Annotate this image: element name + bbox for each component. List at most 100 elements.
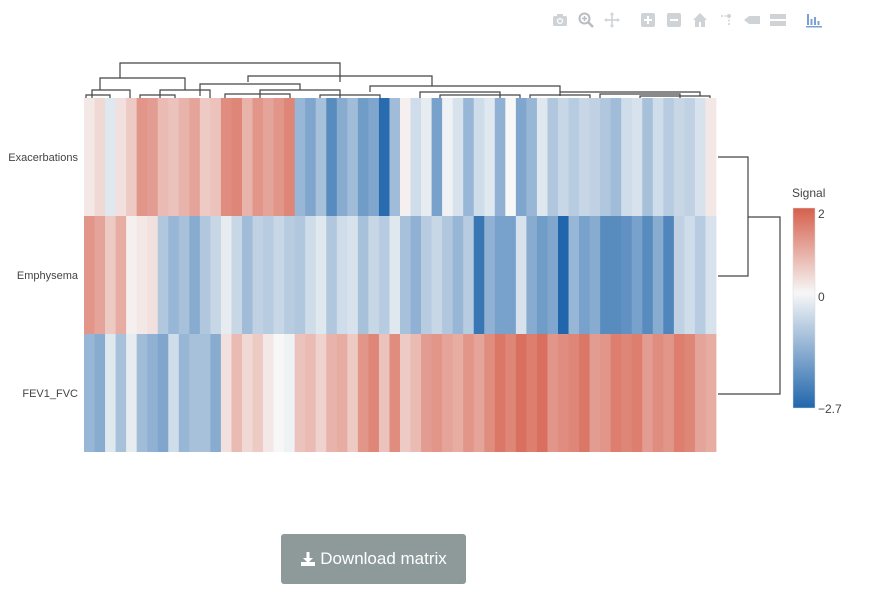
heatmap-cell <box>105 334 116 452</box>
heatmap-cell <box>147 216 159 334</box>
heatmap-cell <box>357 334 369 452</box>
heatmap-cell <box>673 216 685 334</box>
download-matrix-button[interactable]: Download matrix <box>281 534 466 584</box>
heatmap-cell <box>157 334 169 452</box>
heatmap-cell <box>210 334 222 452</box>
heatmap-cell <box>558 334 569 452</box>
heatmap-cell <box>400 98 411 216</box>
heatmap-cell <box>473 98 485 216</box>
heatmap-cell <box>515 216 527 334</box>
heatmap-cell <box>242 98 253 216</box>
heatmap-cell <box>505 216 517 334</box>
heatmap-cell <box>642 216 654 334</box>
heatmap-cell <box>452 334 464 452</box>
heatmap-cell <box>378 98 390 216</box>
row-dendrogram-branch <box>718 156 749 277</box>
heatmap-cell <box>357 216 369 334</box>
plotly-logo-icon[interactable] <box>802 8 826 32</box>
heatmap-cell <box>431 216 443 334</box>
heatmap-cell <box>400 216 411 334</box>
heatmap-cell <box>621 334 633 452</box>
heatmap-cell <box>400 334 411 452</box>
heatmap-cell <box>705 216 717 334</box>
heatmap-cell <box>442 98 454 216</box>
heatmap-cell <box>568 98 580 216</box>
colorbar-tick-mid: 0 <box>818 290 825 304</box>
heatmap-cell <box>242 334 253 452</box>
heatmap-cell <box>642 98 654 216</box>
heatmap-cell <box>505 334 517 452</box>
heatmap-cell <box>94 334 106 452</box>
hover-compare-icon[interactable] <box>766 8 790 32</box>
heatmap-cell <box>484 334 496 452</box>
heatmap-cell <box>157 216 169 334</box>
heatmap-cell <box>600 334 612 452</box>
heatmap-cell <box>494 216 506 334</box>
heatmap-cell <box>610 216 622 334</box>
heatmap-cell <box>115 334 127 452</box>
heatmap-cell <box>147 98 159 216</box>
heatmap-cell <box>442 216 454 334</box>
camera-icon[interactable] <box>548 8 572 32</box>
column-dendrogram-branch <box>224 93 291 98</box>
hover-closest-icon[interactable] <box>740 8 764 32</box>
heatmap-cell <box>189 98 201 216</box>
home-icon[interactable] <box>688 8 712 32</box>
heatmap-cell <box>473 216 485 334</box>
heatmap-cell <box>273 98 285 216</box>
heatmap-cell <box>220 334 232 452</box>
row-labels: Exacerbations Emphysema FEV1_FVC <box>8 152 79 400</box>
zoom-out-icon[interactable] <box>662 8 686 32</box>
download-label: Download matrix <box>320 549 447 568</box>
heatmap-cell <box>631 334 643 452</box>
download-icon <box>301 552 316 566</box>
heatmap-cell <box>263 334 274 452</box>
heatmap-cell <box>621 98 633 216</box>
heatmap-cell <box>189 334 201 452</box>
heatmap-cell <box>231 216 243 334</box>
heatmap-cell <box>621 216 633 334</box>
heatmap-cell <box>357 98 369 216</box>
heatmap-cell <box>642 334 654 452</box>
modebar <box>548 6 828 34</box>
heatmap-cell <box>326 216 338 334</box>
heatmap-cell <box>84 216 95 334</box>
heatmap-cell <box>442 334 454 452</box>
heatmap-cell <box>378 216 390 334</box>
heatmap-cell <box>663 98 675 216</box>
heatmap-cell <box>684 98 696 216</box>
heatmap-cell <box>473 334 485 452</box>
heatmap-cell <box>199 98 211 216</box>
heatmap-cell <box>326 98 338 216</box>
heatmap-cell <box>579 334 590 452</box>
heatmap-cell <box>305 98 317 216</box>
heatmap-cell <box>294 216 306 334</box>
heatmap-cell <box>684 216 696 334</box>
column-dendrogram-branch <box>91 89 131 98</box>
heatmap-cell <box>178 216 190 334</box>
pan-icon[interactable] <box>600 8 624 32</box>
heatmap-cell <box>568 334 580 452</box>
column-dendrogram-branch <box>159 89 211 98</box>
heatmap-cell <box>105 216 116 334</box>
heatmap-cell <box>273 216 285 334</box>
heatmap-cell <box>705 334 717 452</box>
heatmap-cell <box>284 334 296 452</box>
heatmap-cell <box>558 216 569 334</box>
heatmap-cell <box>694 334 706 452</box>
heatmap-cell <box>579 216 590 334</box>
heatmap-cell <box>347 334 359 452</box>
heatmap-cell <box>336 98 348 216</box>
zoom-icon[interactable] <box>574 8 598 32</box>
spike-lines-icon[interactable] <box>714 8 738 32</box>
heatmap-cell <box>547 334 559 452</box>
heatmap-cell <box>494 334 506 452</box>
heatmap-cell <box>652 98 664 216</box>
heatmap-cell <box>536 334 548 452</box>
heatmap-cell <box>157 98 169 216</box>
heatmap-cell <box>252 98 264 216</box>
heatmap-cell <box>94 98 106 216</box>
heatmap-cell <box>368 98 380 216</box>
zoom-in-icon[interactable] <box>636 8 660 32</box>
heatmap-cell <box>315 334 327 452</box>
